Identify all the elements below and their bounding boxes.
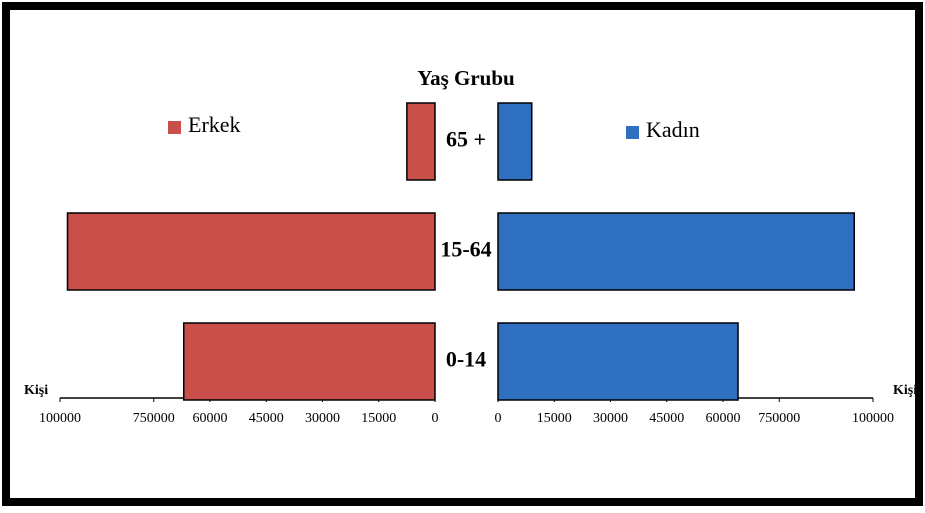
legend-swatch — [626, 126, 639, 139]
bar — [406, 102, 436, 181]
x-tick-label: 30000 — [305, 411, 340, 426]
x-tick-label: 60000 — [193, 411, 228, 426]
x-tick-label: 100000 — [852, 411, 894, 426]
chart-title: Yaş Grubu — [417, 66, 515, 90]
category-label: 65 + — [446, 127, 486, 152]
legend-label: Erkek — [188, 112, 241, 137]
x-tick-label: 750000 — [133, 411, 175, 426]
x-axis-label-left: Kişi — [24, 383, 48, 398]
legend-label: Kadın — [646, 117, 700, 142]
x-tick-label: 0 — [432, 411, 439, 426]
x-tick-label: 15000 — [537, 411, 572, 426]
x-tick-label: 30000 — [593, 411, 628, 426]
x-tick-label: 100000 — [39, 411, 81, 426]
legend-swatch — [168, 121, 181, 134]
x-tick-label: 60000 — [706, 411, 741, 426]
category-label: 0-14 — [446, 347, 486, 372]
x-tick-label: 0 — [495, 411, 502, 426]
x-axis-label-right: Kişi — [893, 383, 917, 398]
x-tick-label: 45000 — [249, 411, 284, 426]
x-tick-label: 45000 — [649, 411, 684, 426]
bar — [497, 322, 739, 401]
bar — [497, 212, 855, 291]
bar — [66, 212, 436, 291]
x-tick-label: 750000 — [758, 411, 800, 426]
bar — [183, 322, 436, 401]
x-tick-label: 15000 — [361, 411, 396, 426]
frame — [2, 2, 923, 506]
category-label: 15-64 — [440, 237, 491, 262]
bar — [497, 102, 533, 181]
